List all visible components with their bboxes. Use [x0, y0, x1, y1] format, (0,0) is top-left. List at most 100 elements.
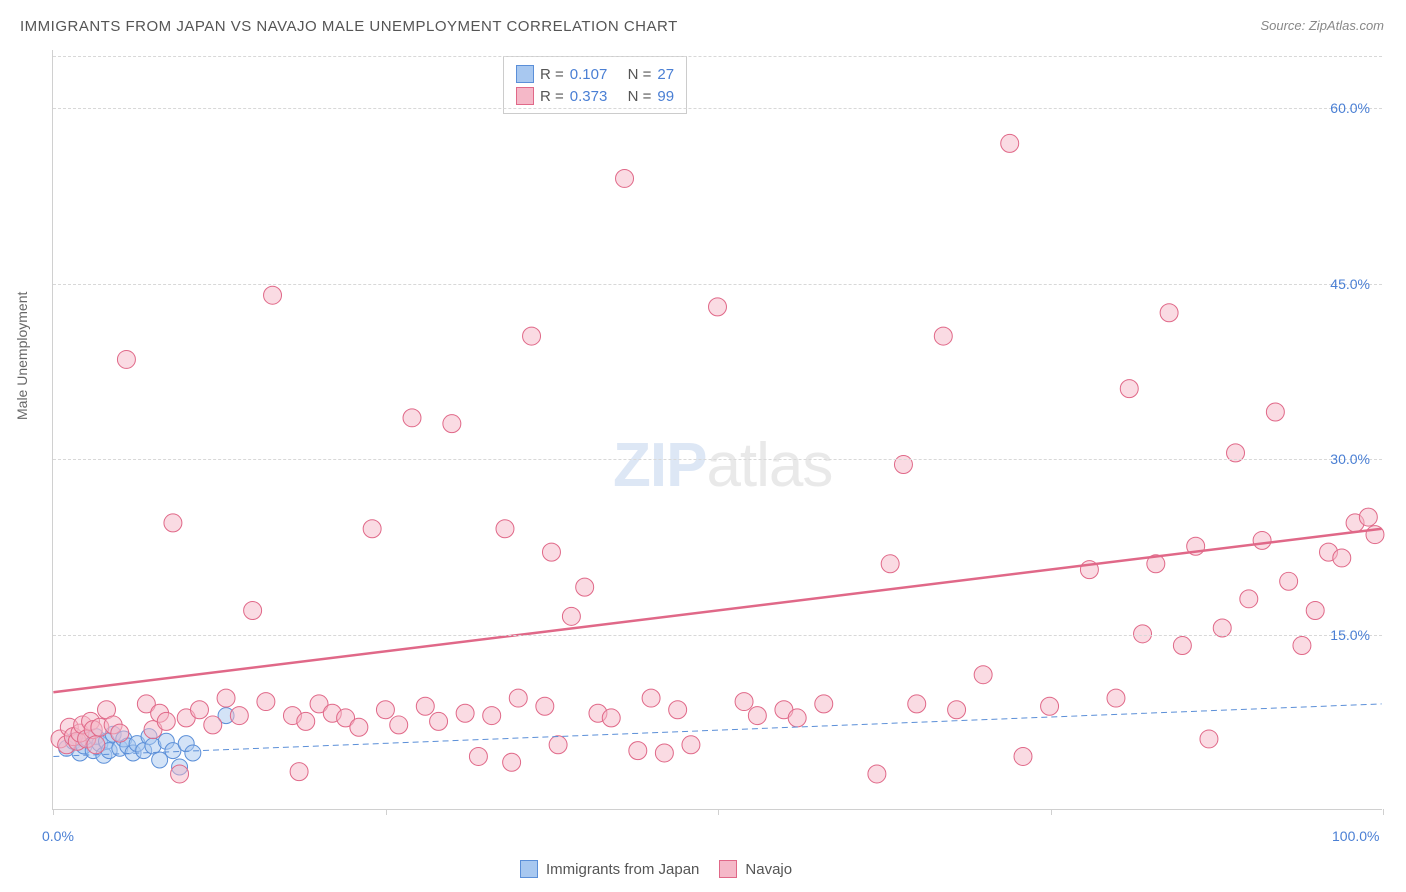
gridline — [53, 108, 1382, 109]
source-attribution: Source: ZipAtlas.com — [1260, 18, 1384, 33]
data-point — [430, 712, 448, 730]
data-point — [152, 752, 168, 768]
data-point — [244, 602, 262, 620]
data-point — [1200, 730, 1218, 748]
legend-label-japan: Immigrants from Japan — [546, 861, 699, 878]
data-point — [974, 666, 992, 684]
data-point — [117, 350, 135, 368]
data-point — [1359, 508, 1377, 526]
x-tick — [1383, 809, 1384, 815]
chart-container: IMMIGRANTS FROM JAPAN VS NAVAJO MALE UNE… — [0, 0, 1406, 892]
data-point — [1160, 304, 1178, 322]
data-point — [1001, 134, 1019, 152]
data-point — [230, 707, 248, 725]
data-point — [1014, 747, 1032, 765]
data-point — [1306, 602, 1324, 620]
data-point — [350, 718, 368, 736]
data-point — [815, 695, 833, 713]
gridline — [53, 459, 1382, 460]
data-point — [748, 707, 766, 725]
y-axis-label: Male Unemployment — [14, 292, 30, 420]
data-point — [376, 701, 394, 719]
data-point — [1266, 403, 1284, 421]
data-point — [1041, 697, 1059, 715]
data-point — [536, 697, 554, 715]
data-point — [456, 704, 474, 722]
data-point — [1107, 689, 1125, 707]
data-point — [87, 736, 105, 754]
data-point — [1253, 531, 1271, 549]
data-point — [616, 169, 634, 187]
data-point — [576, 578, 594, 596]
scatter-svg — [53, 50, 1382, 809]
data-point — [363, 520, 381, 538]
data-point — [934, 327, 952, 345]
x-tick — [386, 809, 387, 815]
data-point — [503, 753, 521, 771]
data-point — [264, 286, 282, 304]
data-point — [403, 409, 421, 427]
data-point — [1120, 380, 1138, 398]
data-point — [709, 298, 727, 316]
gridline — [53, 284, 1382, 285]
legend-item-japan: Immigrants from Japan — [520, 860, 699, 878]
legend-item-navajo: Navajo — [719, 860, 792, 878]
data-point — [204, 716, 222, 734]
data-point — [1333, 549, 1351, 567]
gridline — [53, 635, 1382, 636]
data-point — [655, 744, 673, 762]
data-point — [390, 716, 408, 734]
data-point — [549, 736, 567, 754]
swatch-navajo-bottom — [719, 860, 737, 878]
data-point — [1280, 572, 1298, 590]
data-point — [157, 712, 175, 730]
data-point — [469, 747, 487, 765]
data-point — [416, 697, 434, 715]
chart-title: IMMIGRANTS FROM JAPAN VS NAVAJO MALE UNE… — [20, 18, 678, 35]
data-point — [190, 701, 208, 719]
data-point — [496, 520, 514, 538]
y-tick-label: 60.0% — [1330, 100, 1370, 116]
data-point — [735, 693, 753, 711]
data-point — [523, 327, 541, 345]
data-point — [111, 724, 129, 742]
data-point — [948, 701, 966, 719]
data-point — [542, 543, 560, 561]
data-point — [1173, 637, 1191, 655]
x-tick — [718, 809, 719, 815]
y-tick-label: 15.0% — [1330, 627, 1370, 643]
swatch-japan-bottom — [520, 860, 538, 878]
legend-series: Immigrants from Japan Navajo — [520, 860, 792, 878]
data-point — [164, 514, 182, 532]
data-point — [908, 695, 926, 713]
data-point — [629, 742, 647, 760]
data-point — [171, 765, 189, 783]
data-point — [562, 607, 580, 625]
data-point — [290, 763, 308, 781]
data-point — [443, 415, 461, 433]
data-point — [682, 736, 700, 754]
data-point — [217, 689, 235, 707]
data-point — [297, 712, 315, 730]
data-point — [868, 765, 886, 783]
y-tick-label: 30.0% — [1330, 451, 1370, 467]
x-tick — [1051, 809, 1052, 815]
y-tick-label: 45.0% — [1330, 276, 1370, 292]
x-tick-label: 100.0% — [1332, 828, 1379, 844]
data-point — [1293, 637, 1311, 655]
data-point — [509, 689, 527, 707]
trend-line — [53, 704, 1381, 757]
data-point — [1240, 590, 1258, 608]
x-tick — [53, 809, 54, 815]
data-point — [642, 689, 660, 707]
data-point — [257, 693, 275, 711]
data-point — [602, 709, 620, 727]
data-point — [483, 707, 501, 725]
data-point — [185, 745, 201, 761]
legend-label-navajo: Navajo — [745, 861, 792, 878]
data-point — [788, 709, 806, 727]
data-point — [881, 555, 899, 573]
x-tick-label: 0.0% — [42, 828, 74, 844]
gridline — [53, 56, 1382, 57]
plot-area: ZIPatlas R = 0.107 N = 27 R = 0.373 N = … — [52, 50, 1382, 810]
